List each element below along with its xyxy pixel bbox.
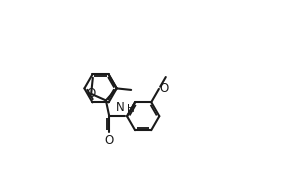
Text: O: O [160,82,169,95]
Text: O: O [87,87,96,100]
Text: N: N [116,101,125,114]
Text: H: H [127,104,135,114]
Text: O: O [104,134,113,147]
